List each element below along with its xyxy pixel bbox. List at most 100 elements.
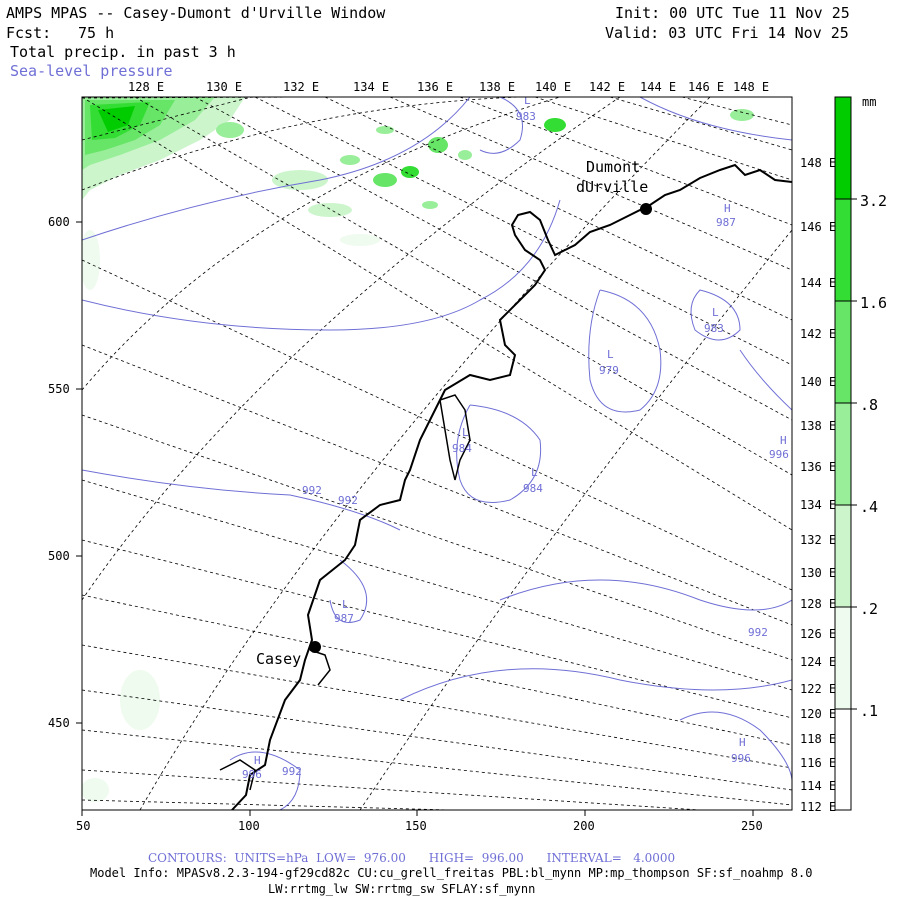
colorbar-level: .8 — [860, 396, 878, 414]
map-area: L 983 H 987 L 983 L 979 H 996 L 984 L 98… — [82, 94, 792, 810]
right-label: 132 E — [800, 533, 836, 547]
right-label: 118 E — [800, 732, 836, 746]
right-label: 116 E — [800, 756, 836, 770]
x-tick-label: 250 — [741, 819, 763, 833]
right-label: 146 E — [800, 220, 836, 234]
y-axis: 600 550 500 450 — [48, 215, 82, 730]
right-labels: 148 E 146 E 144 E 142 E 140 E 138 E 136 … — [800, 156, 836, 814]
lon-label: 146 E — [688, 80, 724, 94]
colorbar-level: .2 — [860, 600, 878, 618]
contour-label: 992 — [748, 626, 768, 639]
pressure-type: L — [462, 426, 469, 439]
colorbar-level: .4 — [860, 498, 878, 516]
colorbar-bin-3.2 — [835, 97, 851, 199]
colorbar-bin-.1 — [835, 607, 851, 709]
pressure-contours — [82, 97, 792, 810]
right-label: 128 E — [800, 597, 836, 611]
pressure-value: 996 — [242, 768, 262, 781]
valid-time: Valid: 03 UTC Fri 14 Nov 25 — [605, 24, 849, 42]
contour-label: 992 — [302, 484, 322, 497]
top-lon-labels: 128 E 130 E 132 E 134 E 136 E 138 E 140 … — [128, 80, 769, 94]
pressure-type: H — [780, 434, 787, 447]
right-label: 126 E — [800, 627, 836, 641]
right-label: 136 E — [800, 460, 836, 474]
x-tick-label: 50 — [76, 819, 90, 833]
contour-label: 992 — [338, 494, 358, 507]
right-label: 124 E — [800, 655, 836, 669]
lon-label: 138 E — [479, 80, 515, 94]
y-tick-label: 550 — [48, 382, 70, 396]
precip-shading — [82, 97, 754, 802]
field-name: Total precip. in past 3 h — [10, 43, 236, 61]
colorbar-bin-.4 — [835, 403, 851, 505]
colorbar-bin-.2 — [835, 505, 851, 607]
right-label: 138 E — [800, 419, 836, 433]
pressure-type: L — [607, 348, 614, 361]
station-marker-dumont — [640, 203, 652, 215]
x-tick-label: 100 — [238, 819, 260, 833]
colorbar-level: 3.2 — [860, 192, 887, 210]
right-label: 112 E — [800, 800, 836, 814]
contours-info: CONTOURS: UNITS=hPa LOW= 976.00 HIGH= 99… — [148, 851, 676, 865]
right-label: 142 E — [800, 327, 836, 341]
map-title: AMPS MPAS -- Casey-Dumont d'Urville Wind… — [6, 4, 386, 22]
pressure-value: 996 — [769, 448, 789, 461]
colorbar-level: 1.6 — [860, 294, 887, 312]
lon-label: 128 E — [128, 80, 164, 94]
right-label: 120 E — [800, 707, 836, 721]
colorbar-bin-low — [835, 709, 851, 810]
lon-label: 136 E — [417, 80, 453, 94]
lon-label: 148 E — [733, 80, 769, 94]
lon-label: 132 E — [283, 80, 319, 94]
pressure-type: H — [254, 754, 261, 767]
colorbar: mm 3.2 1.6 .8 .4 .2 .1 — [834, 95, 887, 811]
right-label: 134 E — [800, 498, 836, 512]
right-label: 122 E — [800, 682, 836, 696]
colorbar-bin-1.6 — [835, 199, 851, 301]
station-name-dumont-2: dUrville — [576, 178, 648, 196]
model-info: Model Info: MPASv8.2.3-194-gf29cd82c CU:… — [90, 866, 813, 880]
pressure-centers: L 983 H 987 L 983 L 979 H 996 L 984 L 98… — [242, 94, 789, 781]
station-name-dumont: Dumont — [586, 158, 640, 176]
pressure-value: 983 — [516, 110, 536, 123]
physics-info: LW:rrtmg_lw SW:rrtmg_sw SFLAY:sf_mynn — [268, 882, 536, 896]
pressure-type: L — [531, 466, 538, 479]
stations: Dumont dUrville Casey — [256, 158, 652, 668]
right-label: 140 E — [800, 375, 836, 389]
pressure-type: H — [724, 202, 731, 215]
right-label: 130 E — [800, 566, 836, 580]
pressure-value: 979 — [599, 364, 619, 377]
y-tick-label: 600 — [48, 215, 70, 229]
init-time: Init: 00 UTC Tue 11 Nov 25 — [615, 4, 850, 22]
lon-label: 134 E — [353, 80, 389, 94]
forecast-hour: 75 h — [78, 24, 115, 42]
colorbar-level: .1 — [860, 702, 878, 720]
lon-label: 142 E — [589, 80, 625, 94]
overlay-name: Sea-level pressure — [10, 62, 173, 80]
station-name-casey: Casey — [256, 650, 301, 668]
right-label: 114 E — [800, 779, 836, 793]
lon-label: 130 E — [206, 80, 242, 94]
pressure-type: H — [739, 736, 746, 749]
lon-label: 144 E — [640, 80, 676, 94]
pressure-value: 984 — [523, 482, 543, 495]
pressure-type: L — [712, 306, 719, 319]
pressure-value: 996 — [731, 752, 751, 765]
x-axis: 50 100 150 200 250 — [76, 810, 763, 833]
contour-label: 992 — [282, 765, 302, 778]
y-tick-label: 450 — [48, 716, 70, 730]
lon-label: 140 E — [535, 80, 571, 94]
coastline — [219, 163, 792, 810]
colorbar-unit: mm — [862, 95, 876, 109]
x-tick-label: 150 — [405, 819, 427, 833]
pressure-value: 984 — [452, 442, 472, 455]
pressure-value: 987 — [334, 612, 354, 625]
graticule — [82, 97, 792, 810]
pressure-type: L — [524, 94, 531, 107]
station-marker-casey — [309, 641, 321, 653]
pressure-value: 987 — [716, 216, 736, 229]
forecast-label: Fcst: — [6, 24, 52, 42]
right-label: 148 E — [800, 156, 836, 170]
pressure-type: L — [342, 598, 349, 611]
